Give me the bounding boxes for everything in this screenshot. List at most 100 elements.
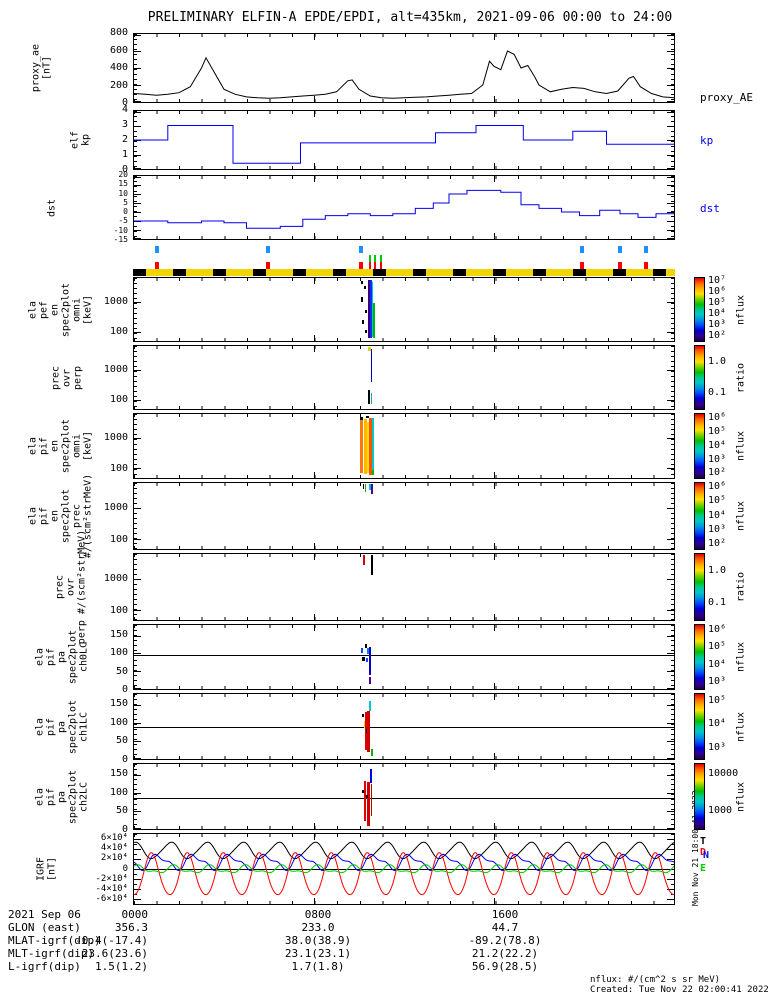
- xtick-major: [314, 483, 315, 489]
- xticks-minor-top: [134, 346, 674, 349]
- ytick-major: [134, 758, 141, 759]
- burst-event: [367, 782, 370, 827]
- burst-event: [371, 281, 374, 338]
- xtick-major: [314, 403, 315, 409]
- panel-ae: [133, 33, 675, 103]
- colorbar-tick-label: 10⁶: [708, 411, 727, 423]
- xtick-major: [314, 414, 315, 420]
- ytick-major: [134, 848, 141, 850]
- ytick-major: [134, 229, 141, 231]
- colorbar-tick-label: 10⁶: [708, 285, 727, 297]
- ytick-label: 6×10⁴: [100, 832, 128, 843]
- colorbar-pa3: [694, 763, 705, 830]
- xtick-major: [314, 163, 315, 169]
- xtick-major: [494, 898, 495, 904]
- colorbar-tick-label: 10³: [708, 318, 727, 330]
- ytick-label: 400: [109, 62, 128, 73]
- ytick-major: [134, 101, 141, 102]
- ytick-major: [667, 635, 674, 637]
- colorbar-tick-label: 0.1: [708, 596, 727, 608]
- ytick-label: 3: [121, 119, 128, 130]
- footer-row-value: -89.2(78.8): [468, 934, 542, 947]
- ytick-major: [667, 399, 674, 401]
- yticks-minor-left: [134, 483, 137, 549]
- panel-spec1: [133, 277, 675, 342]
- legend-T: T: [700, 836, 707, 847]
- xtick-major: [494, 111, 495, 117]
- panel-left-label: prec: [50, 365, 62, 390]
- burst-event: [365, 329, 368, 334]
- ytick-label: -6×10⁴: [95, 894, 128, 905]
- xticks-minor-top: [134, 414, 674, 417]
- ytick-label: 100: [109, 647, 128, 659]
- panel-left-label: [keV]: [82, 294, 94, 325]
- burst-event: [369, 484, 371, 491]
- panel-left-label: en: [49, 509, 61, 523]
- panel-left-label: ch2LC: [78, 781, 90, 812]
- panel-left-label: ela: [34, 647, 46, 667]
- orbit-mark-blue: [265, 246, 270, 253]
- burst-event: [368, 418, 372, 475]
- ytick-major: [667, 438, 674, 440]
- yticks-minor-right: [671, 764, 674, 829]
- ytick-major: [667, 810, 674, 812]
- ytick-major: [667, 704, 674, 706]
- burst-event: [371, 484, 374, 495]
- ytick-major: [134, 774, 141, 776]
- panel-left-label: pa: [56, 650, 68, 664]
- burst-event: [366, 658, 369, 663]
- ytick-major: [667, 792, 674, 794]
- ytick-label: 0: [122, 863, 128, 874]
- footer-row-value: 233.0: [301, 921, 335, 934]
- footer-row-value: 0000: [121, 908, 149, 921]
- panel-right-label: dst: [700, 201, 720, 215]
- xtick-major: [494, 176, 495, 182]
- ytick-major: [667, 140, 674, 141]
- ytick-label: 0: [123, 207, 128, 217]
- overplot-line: [134, 655, 674, 657]
- ytick-major: [134, 238, 141, 239]
- xtick-major: [314, 346, 315, 352]
- ytick-major: [134, 177, 141, 178]
- xtick-major: [494, 233, 495, 239]
- ytick-major: [667, 185, 674, 186]
- xticks-minor-bottom: [134, 166, 674, 169]
- xticks-minor-top: [134, 764, 674, 767]
- colorbar-tick-label: 10⁶: [708, 624, 727, 636]
- panel-spec2: [133, 345, 675, 410]
- xticks-minor-top: [134, 111, 674, 114]
- orbit-mark-blue: [155, 246, 160, 253]
- burst-event: [364, 419, 367, 475]
- colorbar-tick-label: 10⁷: [708, 274, 727, 286]
- ytick-major: [667, 194, 674, 196]
- xticks-minor-top: [134, 554, 674, 557]
- ytick-major: [667, 168, 674, 169]
- burst-event: [365, 729, 368, 733]
- colorbar-spec2: [694, 345, 705, 410]
- yticks-minor-right: [671, 554, 674, 620]
- panel-left-label: ovr: [65, 577, 77, 597]
- colorbar-tick-label: 10000: [708, 768, 739, 780]
- ytick-major: [134, 810, 141, 812]
- yticks-minor-right: [671, 278, 674, 341]
- ytick-label: -5: [118, 216, 128, 226]
- colorbar-tick-label: 10⁵: [708, 641, 727, 653]
- ytick-major: [134, 331, 141, 333]
- burst-event: [366, 415, 370, 419]
- colorbar-tick-label: 10⁴: [708, 307, 727, 319]
- yticks-minor-left: [134, 346, 137, 409]
- xtick-major: [494, 764, 495, 770]
- xtick-major: [314, 34, 315, 40]
- ytick-major: [134, 369, 141, 371]
- burst-event: [362, 790, 365, 794]
- orbit-mark-green: [368, 255, 371, 262]
- burst-event: [367, 710, 370, 753]
- colorbar-unit-label: nflux: [735, 294, 747, 325]
- ytick-major: [667, 508, 674, 510]
- xticks-minor-bottom: [134, 406, 674, 409]
- ytick-label: 15: [118, 179, 128, 189]
- xtick-major: [494, 834, 495, 840]
- xtick-major: [494, 625, 495, 631]
- trace-D: [134, 852, 674, 896]
- ytick-major: [134, 112, 141, 113]
